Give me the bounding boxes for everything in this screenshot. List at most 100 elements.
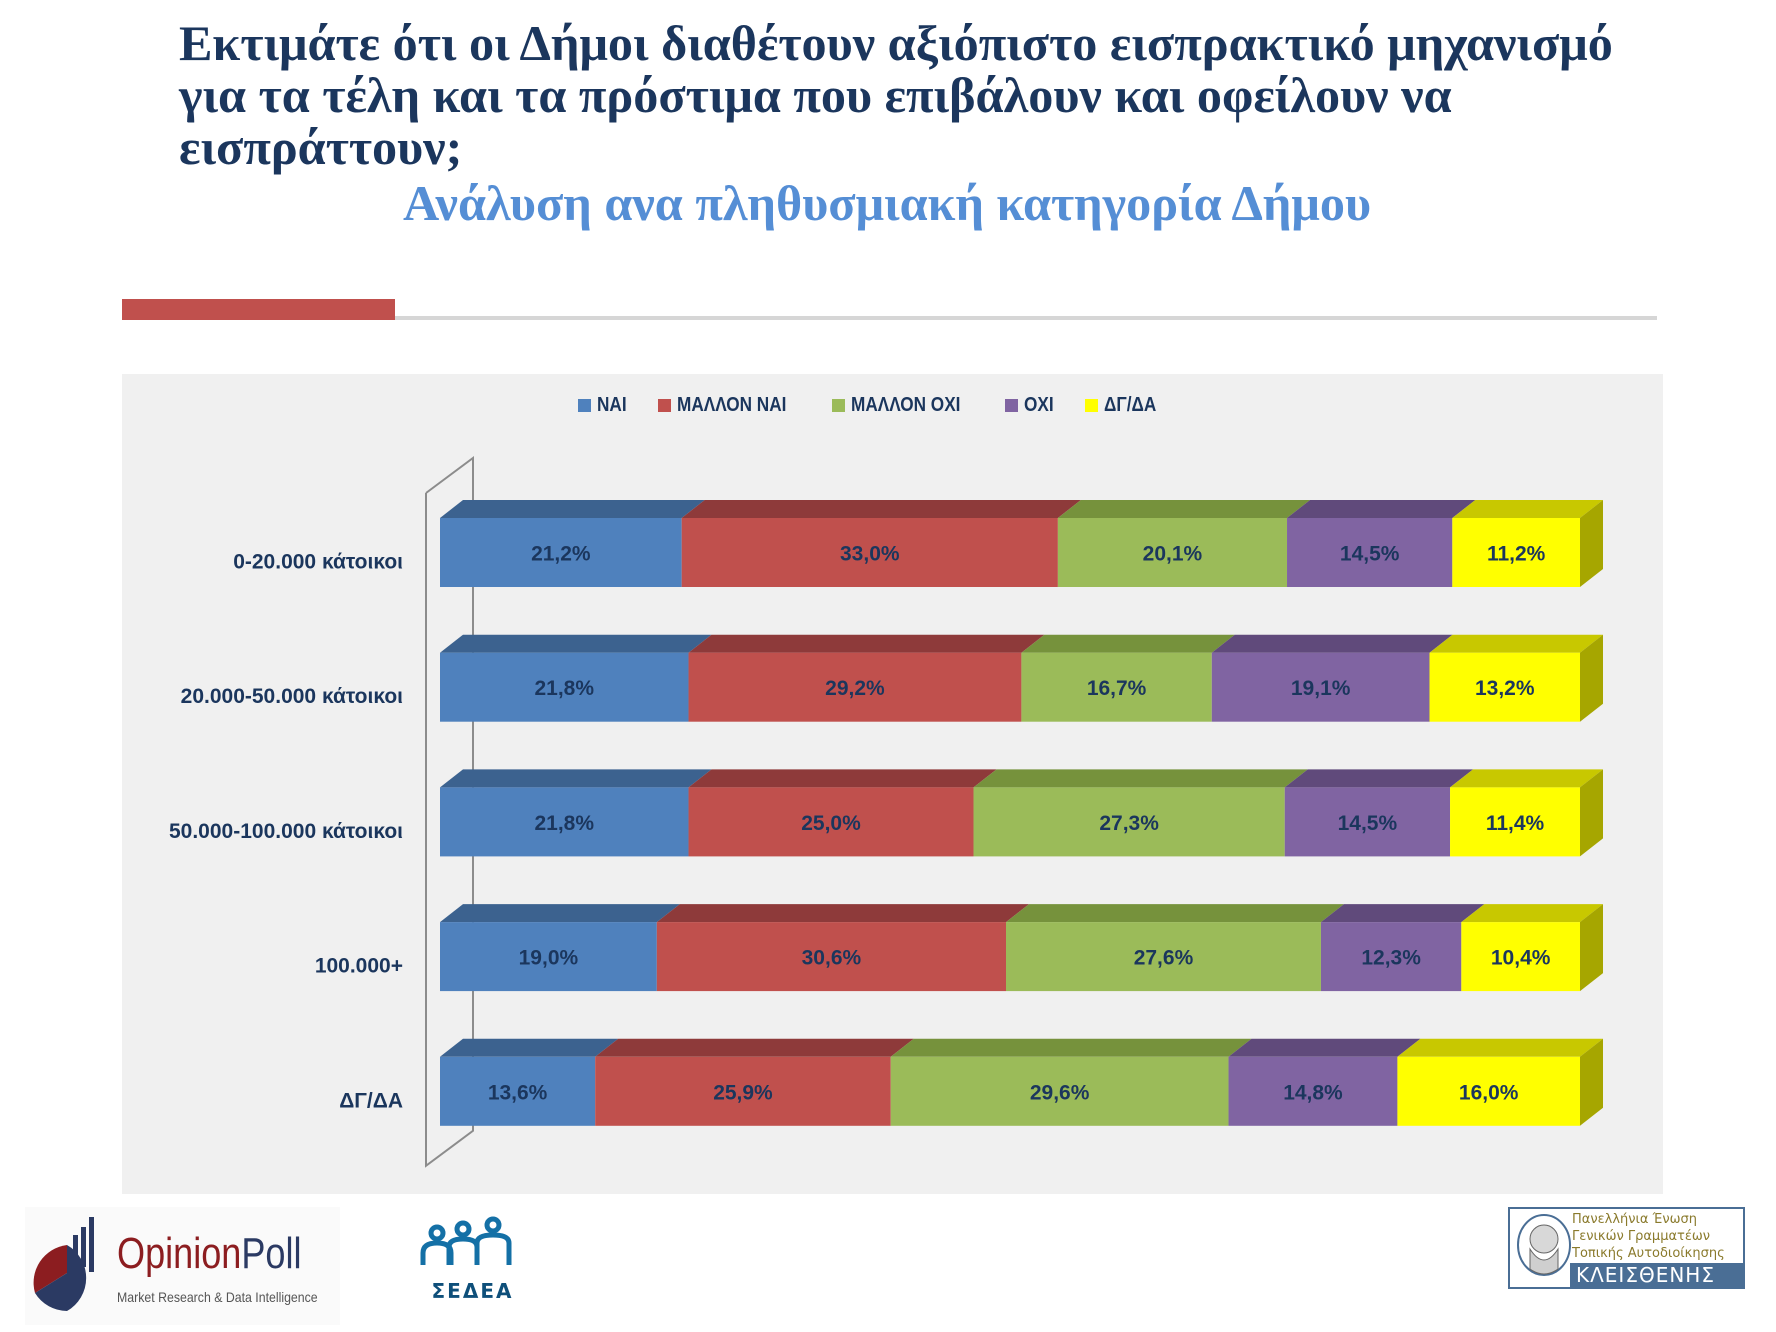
bar-segment: [1287, 518, 1453, 587]
data-label: 16,0%: [1459, 1081, 1519, 1104]
legend-item: ΜΑΛΛΟΝ ΝΑΙ: [658, 394, 804, 417]
bar-segment: [1450, 787, 1580, 857]
bar-top-face: [1429, 634, 1603, 653]
bar-side-face: [1580, 1038, 1603, 1126]
data-label: 19,0%: [519, 947, 579, 970]
bar-side-face: [1580, 500, 1603, 587]
bar-segment: [1452, 518, 1580, 587]
accent-bar: [122, 299, 395, 320]
bar-top-face: [1461, 904, 1603, 923]
legend-item: ΜΑΛΛΟΝ ΟΧΙ: [831, 394, 978, 417]
bar-side-face: [1580, 904, 1603, 992]
bar-top-face: [1021, 634, 1235, 653]
category-label: 0-20.000 κάτοικοι: [233, 551, 403, 574]
bar-top-face: [1228, 1038, 1421, 1057]
data-label: 10,4%: [1491, 947, 1551, 970]
opinionpoll-logo: OpinionPoll Market Research & Data Intel…: [25, 1207, 340, 1325]
data-label: 13,2%: [1475, 677, 1535, 700]
bar-top-face: [440, 634, 712, 653]
title-line-3: εισπράττουν;: [179, 119, 463, 175]
bar-segment: [1284, 787, 1451, 857]
title-line-1: Εκτιμάτε ότι οι Δήμοι διαθέτουν αξιόπιστ…: [179, 15, 1613, 71]
legend-label: ΟΧΙ: [1023, 394, 1054, 416]
bar-top-face: [1284, 769, 1474, 788]
bar-segment: [890, 1056, 1229, 1126]
kleisthenis-logo: Πανελλήνια Ένωση Γενικών Γραμματέων Τοπι…: [1508, 1207, 1745, 1289]
legend-swatch: [1085, 399, 1099, 412]
legend-items: ΝΑΙ ΜΑΛΛΟΝ ΝΑΙ ΜΑΛΛΟΝ ΟΧΙ ΟΧΙ ΔΓ/ΔΑ: [578, 394, 1192, 417]
bar-segment: [1397, 1056, 1580, 1126]
legend-swatch: [831, 399, 845, 412]
bar-top-face: [595, 1038, 914, 1057]
title-line-2: για τα τέλη και τα πρόστιμα που επιβάλου…: [179, 67, 1452, 123]
bar-segment: [440, 652, 689, 722]
sedea-logo: ΣΕΔΕΑ: [415, 1215, 530, 1315]
bar-top-face: [656, 904, 1030, 923]
bar-top-face: [440, 769, 712, 788]
opinionpoll-name: OpinionPoll: [117, 1229, 302, 1278]
data-label: 29,6%: [1030, 1081, 1090, 1104]
bar-segment: [440, 922, 657, 992]
category-label: 50.000-100.000 κάτοικοι: [169, 820, 403, 843]
kleisthenis-name: ΚΛΕΙΣΘΕΝΗΣ: [1570, 1263, 1743, 1287]
category-label: ΔΓ/ΔΑ: [339, 1089, 403, 1112]
bar-segment: [688, 652, 1022, 722]
bar-top-face: [1320, 904, 1485, 923]
bar-top-face: [440, 904, 680, 923]
data-label: 27,3%: [1099, 812, 1159, 835]
bar-top-face: [440, 500, 705, 518]
bar-top-face: [1450, 769, 1603, 788]
legend-label: ΜΑΛΛΟΝ ΟΧΙ: [850, 394, 961, 416]
bar-top-face: [973, 769, 1308, 788]
bar-top-face: [1211, 634, 1453, 653]
bar-top-face: [688, 769, 997, 788]
legend-swatch: [578, 399, 591, 412]
data-label: 19,1%: [1291, 677, 1351, 700]
kleisthenis-text: Πανελλήνια Ένωση Γενικών Γραμματέων Τοπι…: [1572, 1212, 1725, 1261]
bar-top-face: [1287, 500, 1476, 518]
bar-segment: [1320, 922, 1462, 992]
data-label: 13,6%: [488, 1081, 548, 1104]
people-icon: [420, 1216, 512, 1265]
legend-label: ΝΑΙ: [597, 394, 627, 416]
bar-top-face: [688, 634, 1045, 653]
bar-segment: [656, 922, 1007, 992]
data-label: 21,8%: [534, 677, 594, 700]
bar-segment: [1228, 1056, 1398, 1126]
bar-segment: [1057, 518, 1288, 587]
divider-line: [395, 316, 1657, 320]
legend-item: ΟΧΙ: [1004, 394, 1058, 417]
bar-top-face: [1452, 500, 1603, 518]
bar-top-face: [1006, 904, 1344, 923]
data-label: 12,3%: [1361, 947, 1421, 970]
bar-top-face: [890, 1038, 1252, 1057]
data-label: 14,5%: [1338, 812, 1398, 835]
legend-item: ΝΑΙ: [578, 394, 631, 417]
category-label: 20.000-50.000 κάτοικοι: [181, 685, 404, 708]
data-label: 29,2%: [825, 677, 885, 700]
subtitle: Ανάλυση ανα πληθυσμιακή κατηγορία Δήμου: [403, 175, 1372, 231]
bar-segment: [688, 787, 974, 857]
sedea-text: ΣΕΔΕΑ: [431, 1279, 514, 1303]
bar-segment: [1211, 652, 1430, 722]
legend-swatch: [1004, 399, 1018, 412]
bar-segment: [1429, 652, 1580, 722]
bar-segment: [1021, 652, 1212, 722]
category-axis-wall: [425, 456, 474, 1168]
bar-side-face: [1580, 769, 1603, 857]
bar-segment: [440, 518, 682, 587]
bar-segment: [1461, 922, 1580, 992]
bar-segment: [681, 518, 1058, 587]
bar-side-face: [1580, 634, 1603, 722]
bar-top-face: [681, 500, 1081, 518]
data-label: 16,7%: [1087, 677, 1147, 700]
legend-label: ΔΓ/ΔΑ: [1104, 394, 1157, 416]
category-label: 100.000+: [315, 955, 403, 978]
legend-swatch: [658, 399, 672, 412]
data-label: 14,8%: [1283, 1081, 1343, 1104]
opinionpoll-tagline: Market Research & Data Intelligence: [117, 1289, 318, 1305]
data-label: 27,6%: [1134, 947, 1194, 970]
data-label: 30,6%: [802, 947, 862, 970]
bust-portrait-icon: [1517, 1214, 1571, 1276]
